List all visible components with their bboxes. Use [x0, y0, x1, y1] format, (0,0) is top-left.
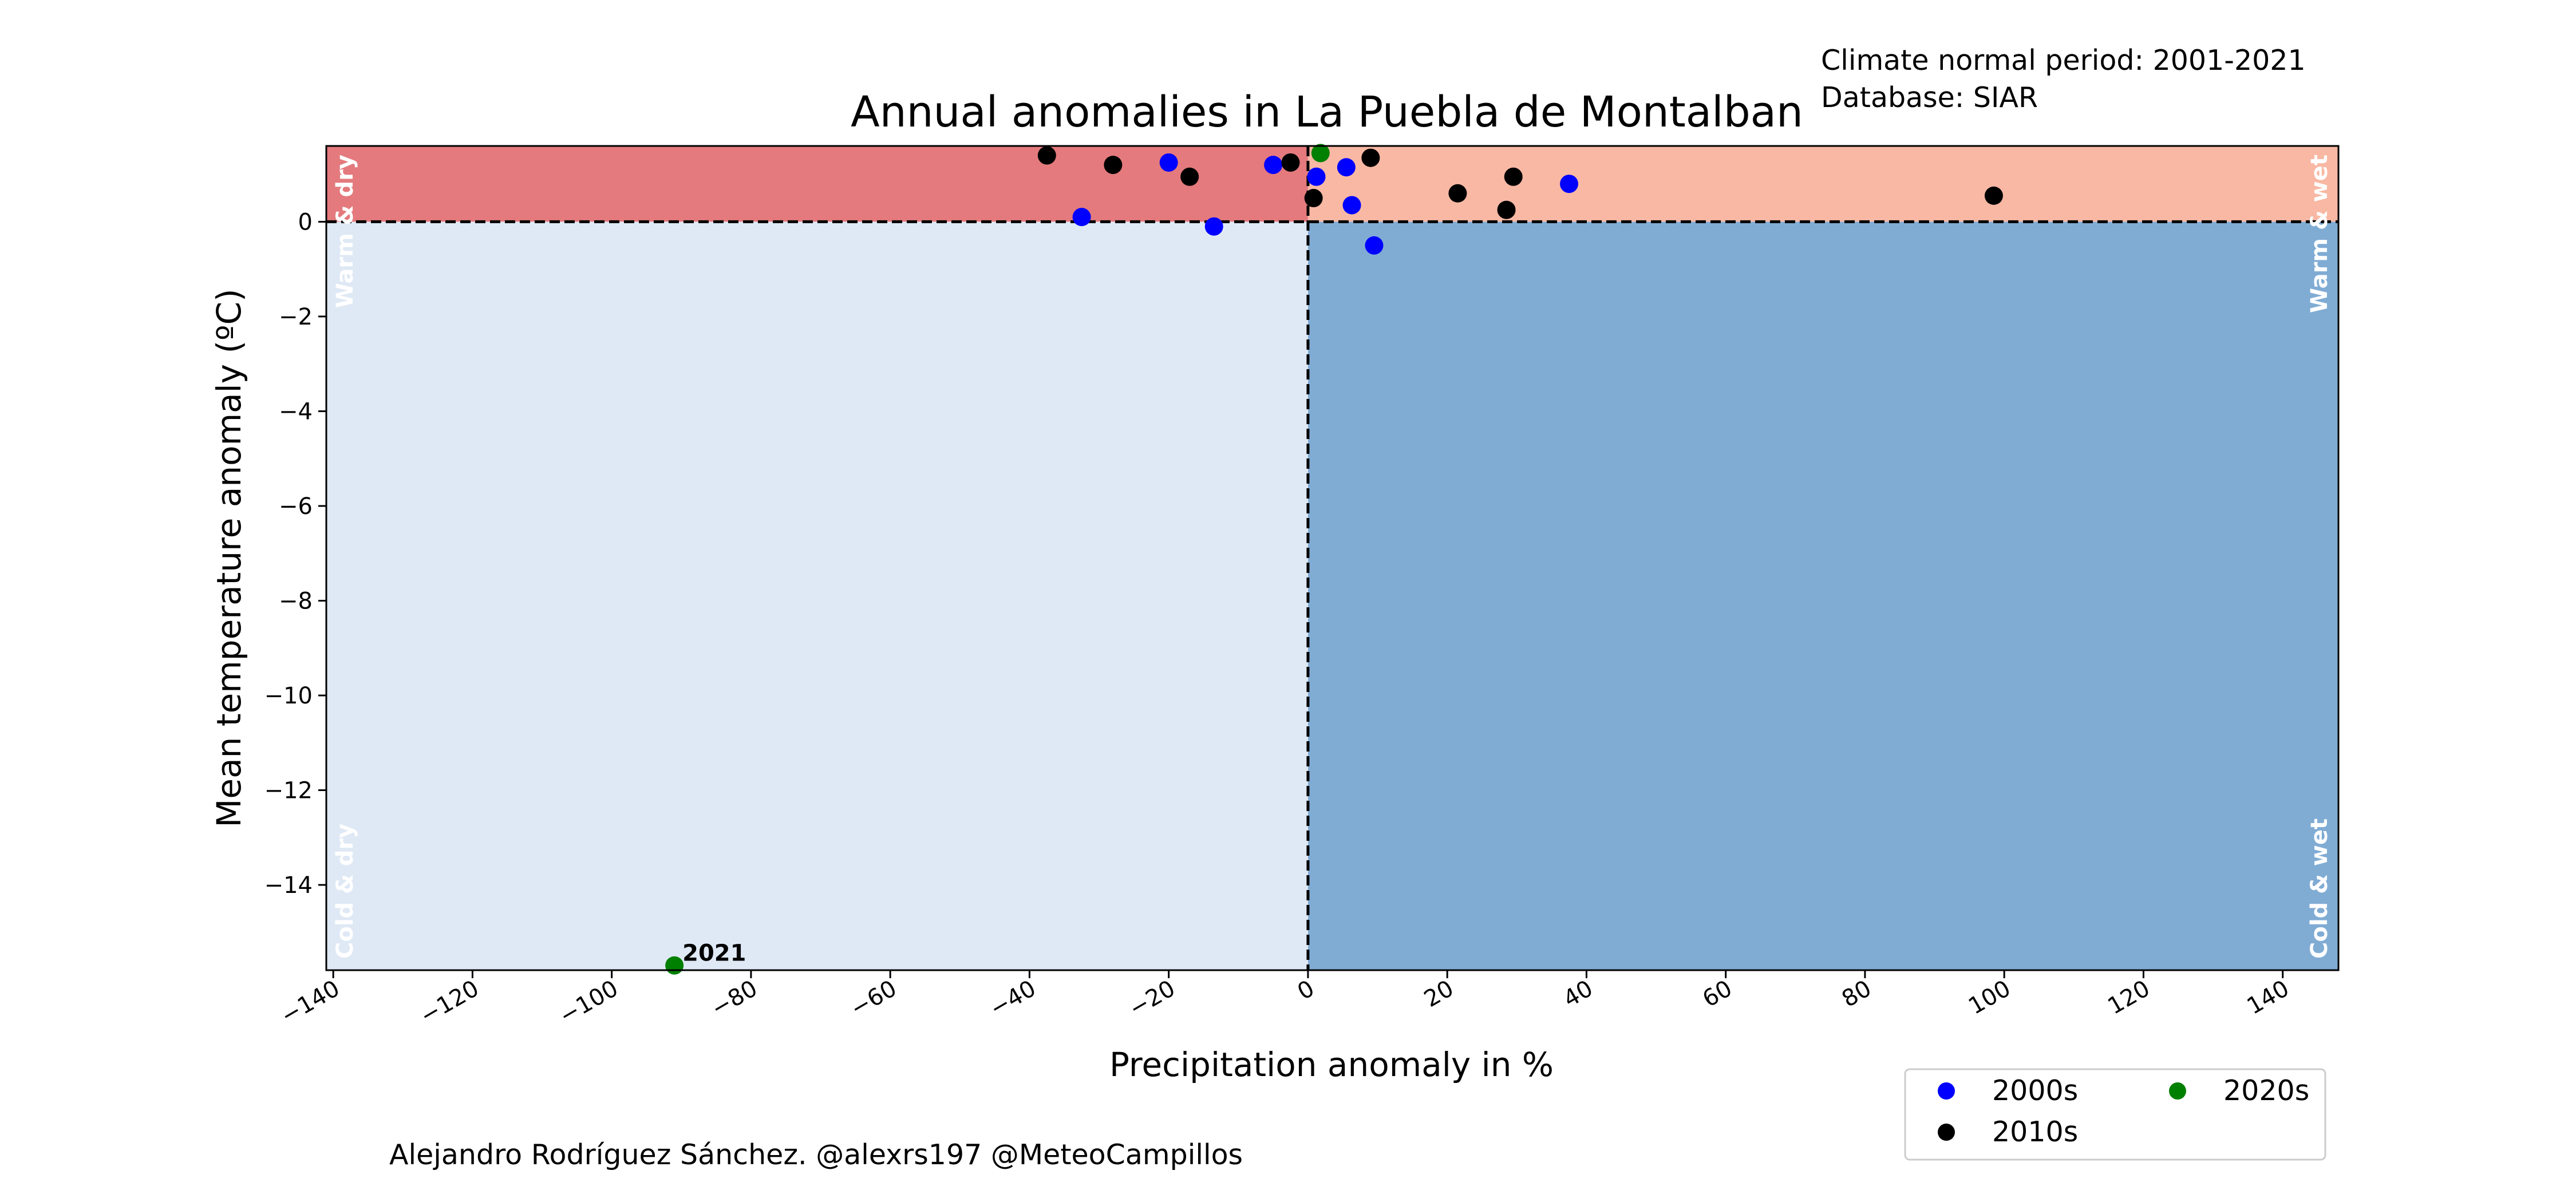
point-label-2021: 2021: [682, 940, 746, 967]
data-point-2000s: [1264, 156, 1283, 175]
data-point-2010s: [1281, 153, 1300, 172]
quadrant-label-warm-wet: Warm & wet: [2306, 155, 2333, 313]
x-tick-label: 40: [1559, 975, 1597, 1013]
data-point-2010s: [1504, 167, 1523, 186]
x-tick-label: 60: [1698, 975, 1737, 1013]
legend-marker-2010s: [1938, 1124, 1955, 1141]
data-point-2000s: [1342, 196, 1361, 215]
data-point-2010s: [1361, 148, 1380, 167]
x-tick-label: 140: [2243, 975, 2294, 1020]
data-point-2010s: [1304, 189, 1323, 208]
data-point-2000s: [1307, 167, 1326, 186]
legend: 2000s 2010s 2020s: [1904, 1068, 2326, 1161]
y-tick-label: −10: [264, 683, 313, 709]
legend-box: [1904, 1068, 2326, 1161]
x-tick-label: 120: [2103, 975, 2154, 1020]
data-point-2000s: [1159, 153, 1178, 172]
legend-label-2020s: 2020s: [2223, 1074, 2309, 1107]
data-point-2010s: [1497, 200, 1516, 219]
y-tick-label: −14: [264, 872, 313, 899]
x-tick-label: 20: [1420, 975, 1458, 1013]
y-tick-label: −12: [264, 778, 313, 804]
data-point-2000s: [1072, 208, 1091, 227]
quadrant-cold-wet: [1307, 222, 2338, 970]
data-point-2010s: [1180, 167, 1199, 186]
quadrant-warm-wet: [1307, 146, 2338, 222]
x-tick-label: −80: [707, 975, 762, 1022]
y-tick-label: −2: [279, 304, 313, 330]
y-tick-label: −4: [279, 398, 313, 425]
data-point-2010s: [1104, 156, 1123, 175]
data-point-2010s: [1984, 186, 2003, 205]
info-line-database: Database: SIAR: [1821, 81, 2038, 114]
x-axis-label: Precipitation anomaly in %: [1109, 1045, 1554, 1084]
data-point-2020s: [1311, 144, 1330, 163]
x-tick-label: −20: [1125, 975, 1180, 1022]
info-line-climate-normal: Climate normal period: 2001-2021: [1821, 44, 2306, 77]
data-point-2000s: [1204, 217, 1223, 236]
quadrant-label-warm-dry: Warm & dry: [332, 155, 358, 308]
legend-label-2010s: 2010s: [1992, 1116, 2078, 1148]
x-tick-label: −140: [276, 975, 344, 1030]
data-point-2000s: [1560, 175, 1579, 193]
data-point-2000s: [1365, 236, 1384, 255]
data-point-2010s: [1448, 184, 1467, 203]
data-point-2010s: [1037, 146, 1056, 165]
quadrant-label-cold-dry: Cold & dry: [332, 824, 358, 959]
footer-credit: Alejandro Rodríguez Sánchez. @alexrs197 …: [389, 1138, 1243, 1171]
x-tick-label: 80: [1838, 975, 1876, 1013]
legend-marker-2000s: [1938, 1082, 1955, 1100]
legend-marker-2020s: [2169, 1082, 2186, 1100]
plot-frame: [325, 145, 2340, 971]
quadrant-warm-dry: [326, 146, 1308, 222]
y-tick-label: −8: [279, 588, 313, 614]
x-tick-label: 0: [1293, 975, 1319, 1006]
quadrant-label-cold-wet: Cold & wet: [2306, 819, 2333, 959]
y-tick-label: 0: [298, 209, 313, 235]
y-tick-label: −6: [279, 493, 313, 520]
x-tick-label: −120: [416, 975, 483, 1030]
y-axis-label: Mean temperature anomaly (ºC): [210, 288, 248, 827]
x-tick-label: −60: [846, 975, 901, 1022]
x-tick-label: 100: [1964, 975, 2015, 1020]
legend-label-2000s: 2000s: [1992, 1074, 2078, 1107]
x-tick-label: −40: [985, 975, 1040, 1022]
quadrant-cold-dry: [326, 222, 1308, 970]
x-tick-label: −100: [555, 975, 623, 1030]
chart-title: Annual anomalies in La Puebla de Montalb…: [851, 88, 1803, 137]
data-point-2020s: [665, 956, 684, 975]
data-point-2000s: [1337, 158, 1356, 177]
